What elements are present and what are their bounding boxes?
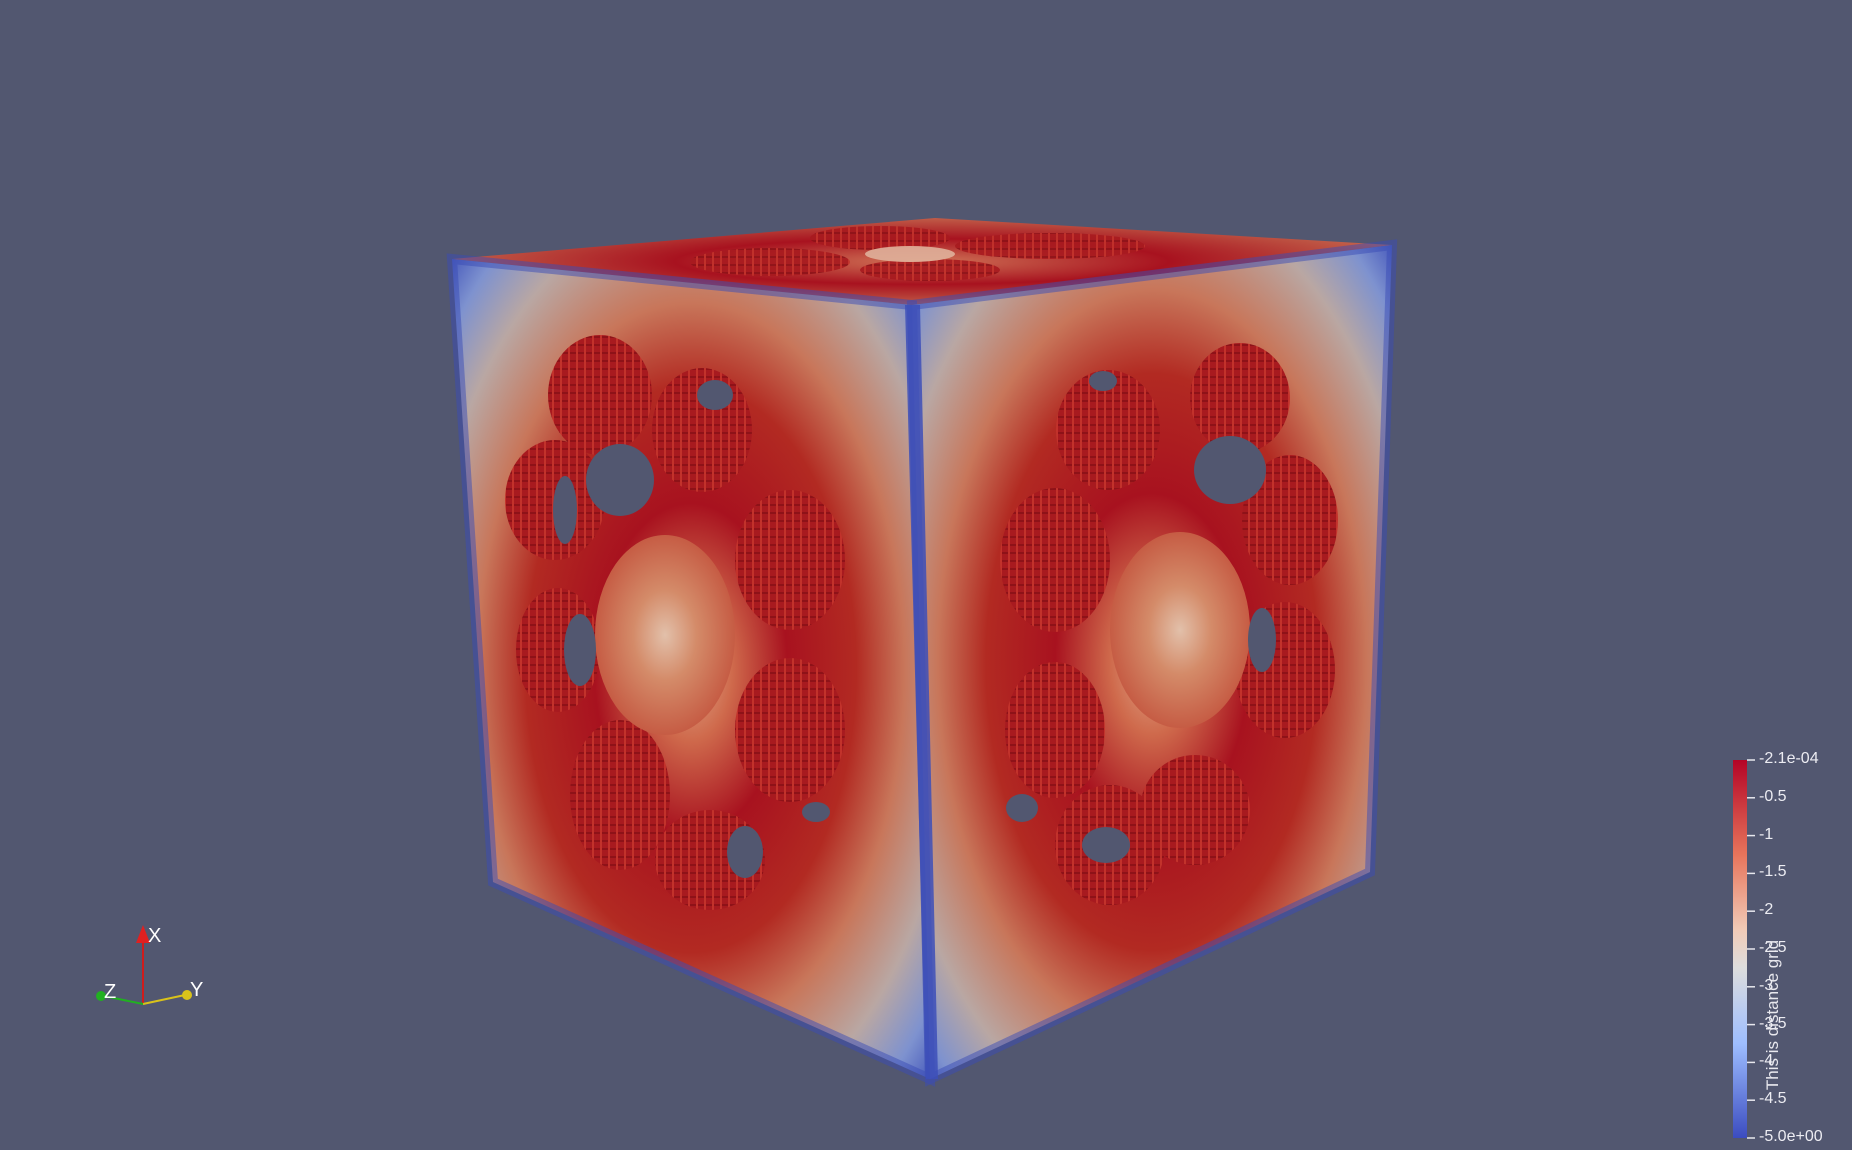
x-axis-arrow-icon [136, 925, 150, 943]
x-axis-label: X [148, 925, 161, 947]
scalar-bar-tick-marks [1747, 759, 1755, 1139]
scalar-bar-tick-label: -1.5 [1759, 863, 1787, 881]
left-face-sphere-ring [505, 335, 845, 910]
cube-front-edge [905, 305, 938, 1079]
scalar-bar-tick-label: -4.5 [1759, 1090, 1787, 1108]
top-face-sphere-pattern [690, 226, 1145, 281]
y-axis-label: Y [190, 979, 203, 1001]
scalar-bar-tick-label: -5.0e+00 [1759, 1128, 1823, 1145]
scalar-bar-tick-label: -2.1e-04 [1759, 750, 1819, 767]
scalar-bar-tick-label: -3 [1759, 976, 1774, 994]
right-face-sphere-ring [1000, 343, 1338, 905]
cube-mesh[interactable] [446, 218, 1398, 1087]
scalar-bar-tick-label: -2.5 [1759, 938, 1787, 956]
z-axis-marker-icon [96, 991, 106, 1001]
orientation-axes-widget: X Y Z [96, 925, 203, 1005]
scalar-bar[interactable] [1733, 759, 1755, 1139]
z-axis-label: Z [104, 981, 116, 1003]
scalar-bar-gradient [1733, 760, 1747, 1138]
y-axis-marker-icon [182, 990, 192, 1000]
scalar-bar-tick-label: -3.5 [1759, 1014, 1787, 1032]
scalar-bar-tick-label: -2 [1759, 901, 1774, 919]
scalar-bar-tick-label: -0.5 [1759, 787, 1787, 805]
scalar-bar-tick-label: -1 [1759, 825, 1774, 843]
scalar-bar-tick-label: -4 [1759, 1052, 1774, 1070]
